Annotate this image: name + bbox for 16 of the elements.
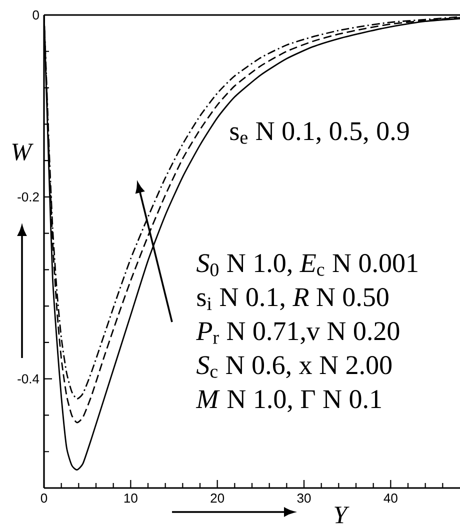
annotation: S$_{0}$ N 1.0, E$_{c}$ N 0.001 xyxy=(196,254,418,276)
x-tick-label: 20 xyxy=(210,494,224,503)
y-tick-label: -0.4 xyxy=(18,374,40,384)
x-tick-label: 10 xyxy=(124,494,138,503)
y-axis-title: W xyxy=(12,144,34,161)
annotation: S$_{c}$ N 0.6, x N 2.00 xyxy=(196,356,392,378)
annotation: s$_{e}$ N 0.1, 0.5, 0.9 xyxy=(230,122,409,144)
annotation: M N 1.0, Γ N 0.1 xyxy=(196,390,381,412)
y-tick-label: -0.2 xyxy=(18,192,39,202)
x-tick-label: 40 xyxy=(384,494,398,503)
annotation: s$_{i}$ N 0.1, R N 0.50 xyxy=(197,288,388,310)
x-tick-label: 0 xyxy=(40,494,48,503)
y-tick-label: 0 xyxy=(32,10,39,20)
x-axis-title: Y xyxy=(334,506,350,524)
annotation: P$_{r}$ N 0.71,v N 0.20 xyxy=(196,322,400,344)
x-tick-label: 30 xyxy=(297,494,311,503)
